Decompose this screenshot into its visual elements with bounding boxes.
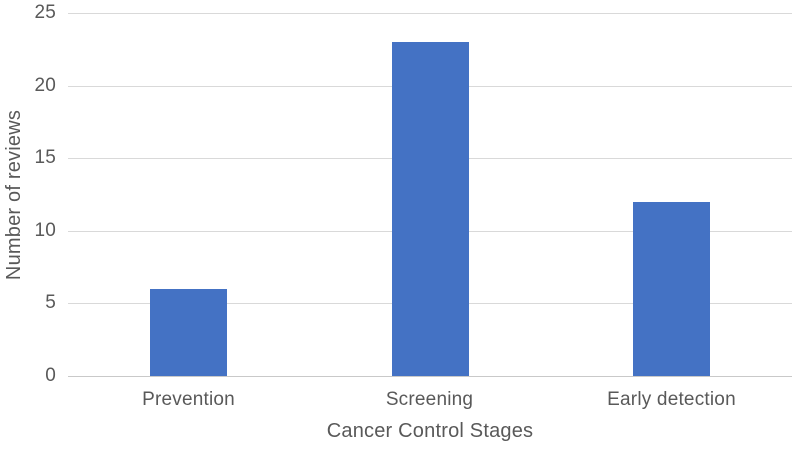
y-axis-title: Number of reviews [3, 109, 25, 281]
x-axis-category-label: Prevention [142, 389, 235, 410]
y-axis-tick-label: 20 [34, 75, 56, 96]
bar-prevention [150, 289, 227, 376]
bar-early-detection [633, 202, 710, 376]
y-axis-tick-label: 5 [45, 292, 56, 313]
plot-area [68, 13, 792, 377]
y-axis-tick-label: 25 [34, 2, 56, 23]
gridline [68, 13, 792, 14]
y-axis-tick-label: 0 [45, 365, 56, 386]
bar-screening [392, 42, 469, 376]
x-axis-title: Cancer Control Stages [326, 420, 534, 442]
y-axis-tick-label: 15 [34, 147, 56, 168]
y-axis-tick-label: 10 [34, 220, 56, 241]
x-axis-category-label: Early detection [607, 389, 736, 410]
gridline [68, 376, 792, 377]
x-axis-category-label: Screening [385, 389, 474, 410]
